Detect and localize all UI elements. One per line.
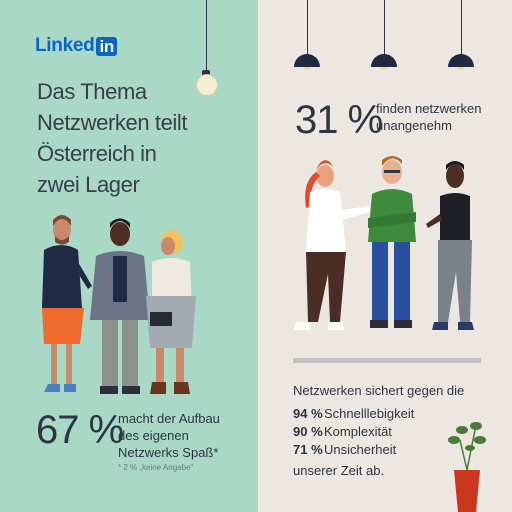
stat-31-value: 31 %: [295, 98, 383, 142]
logo-badge: in: [96, 36, 117, 56]
security-item-label: Schnelllebigkeit: [324, 406, 415, 421]
security-item: 94 % Schnelllebigkeit: [293, 406, 414, 421]
security-intro: Netzwerken sichert gegen die: [293, 383, 465, 398]
stat-67-line: des eigenen: [118, 428, 189, 443]
lamp-cord-1: [307, 0, 308, 55]
light-bulb-icon: [196, 74, 218, 96]
security-item-pct: 90 %: [293, 424, 323, 439]
person-illustration: [426, 161, 474, 330]
plant-icon: [448, 422, 486, 512]
person-illustration: [146, 230, 196, 394]
divider: [293, 358, 481, 363]
stat-67-value: 67 %: [36, 408, 124, 452]
stat-67-line: Netzwerks Spaß*: [118, 445, 219, 460]
lamp-cord-3: [461, 0, 462, 55]
security-item: 71 % Unsicherheit: [293, 442, 396, 457]
security-item-pct: 71 %: [293, 442, 323, 457]
security-outro: unserer Zeit ab.: [293, 463, 385, 478]
footnote: * 2 % „keine Angabe“: [118, 463, 194, 472]
stat-67-line: macht der Aufbau: [118, 411, 220, 426]
stat-31-line: finden netzwerken: [376, 101, 482, 116]
left-lamp-cap: [202, 70, 210, 76]
plant-pot: [454, 470, 480, 512]
security-item: 90 % Komplexität: [293, 424, 392, 439]
lamp-glow: [303, 67, 311, 70]
lamp-cord-2: [384, 0, 385, 55]
person-illustration: [368, 156, 416, 328]
stat-31-line: unangenehm: [376, 118, 452, 133]
person-illustration: [90, 218, 150, 394]
security-item-pct: 94 %: [293, 406, 323, 421]
linkedin-logo: Linked in: [35, 35, 117, 57]
lamp-glow: [380, 67, 388, 70]
person-illustration: [42, 215, 92, 392]
security-item-label: Unsicherheit: [324, 442, 397, 457]
headline-line: Netzwerken teilt: [37, 110, 188, 135]
security-item-label: Komplexität: [324, 424, 392, 439]
pendant-lamp-icon: [448, 54, 474, 67]
lamp-glow: [457, 67, 465, 70]
pendant-lamp-icon: [371, 54, 397, 67]
headline-line: zwei Lager: [37, 172, 140, 197]
left-lamp-cord: [206, 0, 207, 71]
stat-67-text: macht der Aufbau des eigenen Netzwerks S…: [118, 410, 248, 461]
pendant-lamp-icon: [294, 54, 320, 67]
headline-line: Das Thema: [37, 79, 147, 104]
person-illustration: [294, 160, 370, 330]
headline-line: Österreich in: [37, 141, 157, 166]
headline: Das Thema Netzwerken teilt Österreich in…: [37, 76, 242, 200]
stat-31-text: finden netzwerken unangenehm: [376, 100, 506, 134]
logo-wordmark: Linked: [35, 35, 95, 56]
